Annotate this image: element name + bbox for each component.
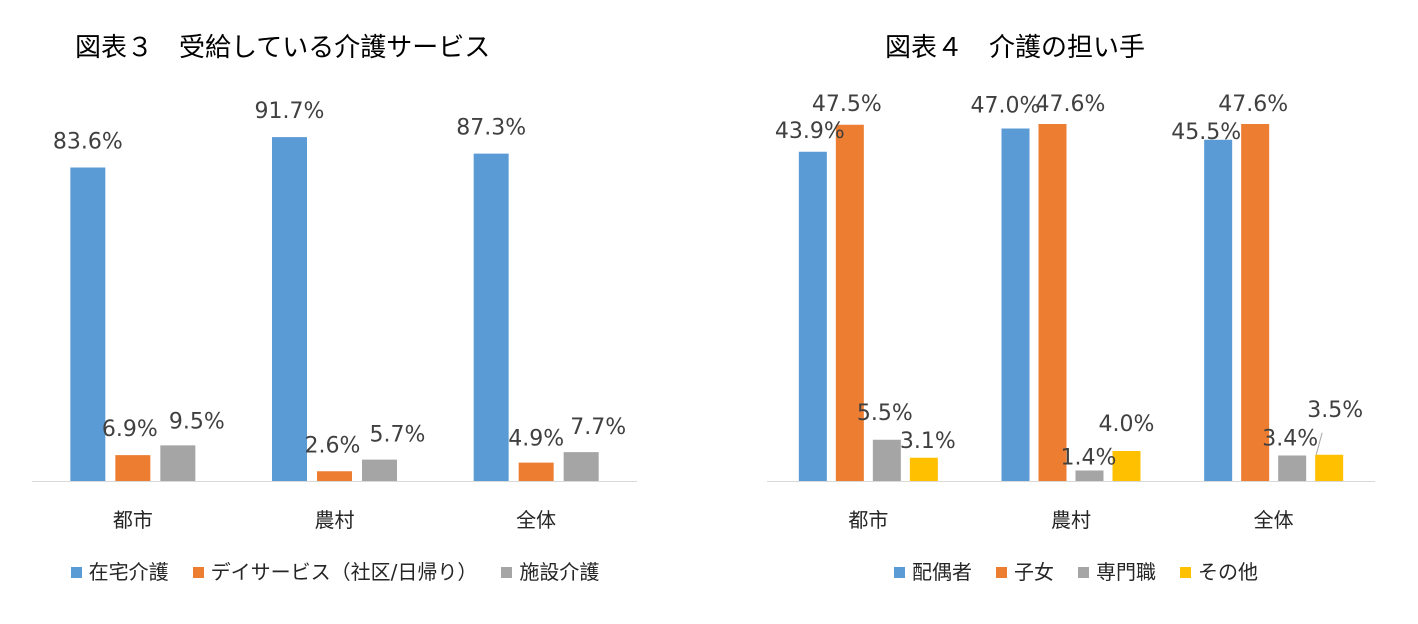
bar-professional-overall [1278, 455, 1307, 481]
legend: 配偶者 子女 専門職 その他 [771, 560, 1381, 584]
chart-caregivers: 43.9% 47.5% 5.5% 3.1% 47.0% 47.6% 1.4% 4.0% 45.5… [709, 0, 1418, 624]
data-label-day-service-overall: 4.9% [508, 427, 564, 452]
category-label-overall: 全体 [516, 508, 556, 532]
legend-swatch-home-care [70, 566, 82, 578]
legend-item-professional: 専門職 [1078, 560, 1156, 584]
category-label-overall: 全体 [1254, 508, 1294, 532]
bar-home-care-rural [272, 137, 307, 481]
legend-label-other: その他 [1198, 560, 1258, 584]
category-axis-labels: 都市 農村 全体 [848, 508, 1293, 532]
data-labels: 83.6% 6.9% 9.5% 91.7% 2.6% 5.7% 87.3% 4.9% 7.7% [53, 99, 626, 458]
data-label-other-rural: 4.0% [1099, 412, 1155, 437]
bar-professional-urban [872, 439, 901, 481]
category-axis-labels: 都市 農村 全体 [113, 508, 556, 532]
bars [798, 124, 1344, 481]
legend-label-child: 子女 [1014, 560, 1054, 584]
data-label-home-care-overall: 87.3% [456, 116, 526, 141]
bar-other-urban [909, 457, 938, 481]
bar-day-service-urban [115, 455, 151, 481]
data-label-child-urban: 47.5% [812, 92, 882, 117]
bar-spouse-rural [1001, 128, 1030, 481]
legend-item-other: その他 [1180, 560, 1258, 584]
bar-facility-care-rural [362, 459, 397, 481]
bar-day-service-overall [518, 462, 554, 481]
data-labels: 43.9%47.5%5.5%3.1%47.0%47.6%1.4%4.0%45.5… [775, 92, 1363, 471]
legend-item-day-service: デイサービス（社区/日帰り） [192, 560, 478, 584]
category-label-rural: 農村 [1051, 508, 1091, 532]
data-label-home-care-urban: 83.6% [53, 130, 123, 155]
legend-item-facility-care: 施設介護 [501, 560, 599, 584]
data-label-facility-care-urban: 9.5% [169, 409, 225, 434]
data-label-child-overall: 47.6% [1218, 92, 1288, 117]
legend-label-professional: 専門職 [1096, 560, 1156, 584]
bar-child-rural [1038, 124, 1067, 481]
bar-facility-care-urban [160, 445, 196, 481]
category-label-urban: 都市 [113, 508, 153, 532]
bars [70, 137, 599, 481]
chart-care-services-received: 83.6% 6.9% 9.5% 91.7% 2.6% 5.7% 87.3% 4.9% 7.7% 都… [30, 33, 640, 584]
data-label-facility-care-overall: 7.7% [570, 415, 626, 440]
legend-label-facility-care: 施設介護 [519, 560, 600, 584]
bar-home-care-overall [473, 153, 509, 481]
bar-professional-rural [1075, 470, 1104, 481]
legend-swatch-facility-care [501, 566, 513, 578]
plot-area: 83.6% 6.9% 9.5% 91.7% 2.6% 5.7% 87.3% 4.9% 7.7% 都… [32, 99, 637, 532]
legend-item-spouse: 配偶者 [894, 560, 972, 584]
bar-home-care-urban [70, 167, 106, 481]
bar-child-overall [1241, 124, 1270, 481]
data-label-professional-urban: 5.5% [857, 401, 913, 426]
bar-child-urban [835, 124, 864, 481]
legend-swatch-day-service [192, 566, 204, 578]
data-label-professional-overall: 3.4% [1262, 427, 1318, 452]
legend-label-spouse: 配偶者 [912, 560, 972, 584]
plot-area: 43.9%47.5%5.5%3.1%47.0%47.6%1.4%4.0%45.5… [767, 92, 1375, 532]
data-label-home-care-rural: 91.7% [255, 99, 325, 124]
bar-spouse-urban [798, 151, 827, 481]
data-label-spouse-overall: 45.5% [1171, 120, 1241, 145]
bar-day-service-rural [317, 471, 352, 481]
category-label-rural: 農村 [315, 508, 355, 532]
bar-other-overall [1315, 454, 1344, 481]
data-label-child-rural: 47.6% [1036, 92, 1106, 117]
bar-other-rural [1112, 451, 1141, 481]
legend: 在宅介護 デイサービス（社区/日帰り） 施設介護 [30, 560, 640, 584]
data-label-facility-care-rural: 5.7% [370, 423, 426, 448]
data-label-spouse-urban: 43.9% [775, 119, 845, 144]
legend-swatch-other [1180, 566, 1191, 578]
data-label-day-service-urban: 6.9% [102, 417, 158, 442]
legend-swatch-spouse [894, 566, 905, 578]
data-label-leader-line [1315, 432, 1323, 455]
legend-item-child: 子女 [996, 560, 1054, 584]
chart-title: 図表３ 受給している介護サービス [75, 33, 491, 63]
legend-swatch-professional [1078, 566, 1089, 578]
legend-swatch-child [996, 566, 1007, 578]
bar-spouse-overall [1204, 139, 1233, 481]
data-label-day-service-rural: 2.6% [305, 433, 361, 458]
legend-item-home-care: 在宅介護 [70, 560, 169, 584]
category-label-urban: 都市 [848, 508, 888, 532]
chart-title: 図表４ 介護の担い手 [885, 33, 1146, 63]
data-label-professional-rural: 1.4% [1061, 446, 1117, 471]
bar-facility-care-overall [563, 452, 599, 481]
legend-label-day-service: デイサービス（社区/日帰り） [210, 560, 478, 584]
data-label-other-urban: 3.1% [900, 429, 956, 454]
data-label-spouse-rural: 47.0% [971, 94, 1041, 119]
legend-label-home-care: 在宅介護 [88, 560, 169, 584]
data-label-other-overall: 3.5% [1307, 398, 1363, 423]
